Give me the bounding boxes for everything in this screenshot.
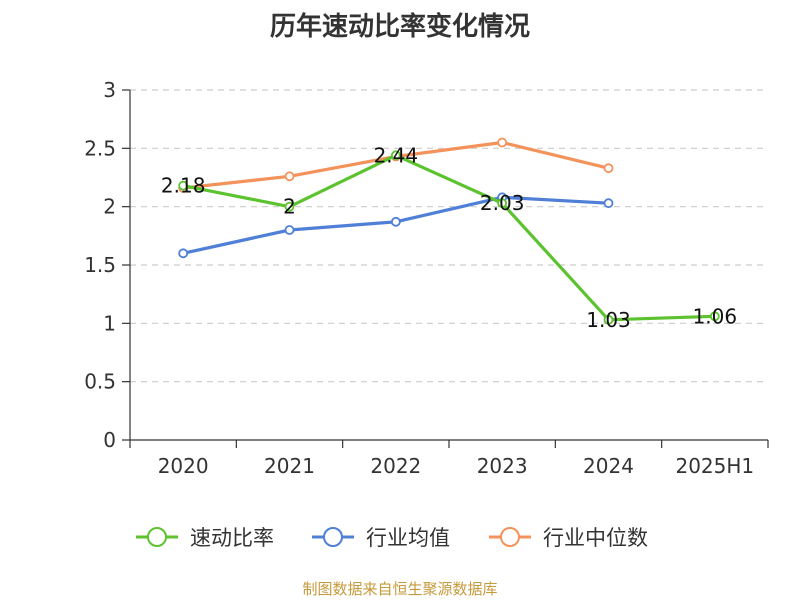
data-point: [709, 311, 720, 322]
data-point: [284, 225, 295, 235]
data-label: 1.03: [586, 308, 631, 332]
legend-marker: [323, 527, 343, 547]
legend-item[interactable]: 行业中位数: [489, 526, 648, 550]
y-tick-label: 0.5: [84, 370, 116, 394]
data-point: [603, 163, 614, 174]
axes: 0 0.5 1 1.5 2 2.5 3 2020 2021 2022 2023 2024 2025H1: [84, 78, 769, 478]
y-tick-label: 1: [103, 311, 116, 335]
data-point: [284, 201, 295, 212]
y-tick-label: 2.5: [84, 136, 116, 160]
data-point: [497, 198, 508, 209]
series-line-0: [182, 153, 715, 322]
x-tick-label: 2022: [370, 454, 421, 478]
legend-item[interactable]: 速动比率: [136, 526, 274, 550]
y-tick-label: 0: [103, 428, 116, 452]
x-tick-label: 2020: [158, 454, 209, 478]
data-label: 1.06: [693, 304, 738, 328]
grid-lines: [130, 89, 768, 383]
data-point: [390, 216, 401, 227]
x-tick-label: 2024: [583, 454, 634, 478]
x-tick-label: 2021: [264, 454, 315, 478]
legend-item[interactable]: 行业均值: [312, 526, 450, 550]
y-tick-label: 2: [103, 195, 116, 219]
data-point: [178, 180, 189, 191]
legend[interactable]: 速动比率 行业均值 行业中位数: [136, 526, 648, 550]
data-label: 2: [283, 195, 296, 219]
data-point: [497, 137, 508, 148]
source-note: 制图数据来自恒生聚源数据库: [302, 580, 498, 598]
x-tick-label: 2023: [477, 454, 528, 478]
data-label: 2.44: [374, 143, 419, 167]
legend-label: 行业均值: [366, 526, 450, 550]
legend-label: 速动比率: [190, 526, 274, 550]
data-point: [390, 150, 401, 161]
x-tick-label: 2025H1: [675, 454, 754, 478]
data-point: [284, 171, 295, 182]
data-point: [603, 314, 614, 325]
y-tick-label: 3: [103, 78, 116, 102]
data-point: [603, 198, 614, 209]
chart-title: 历年速动比率变化情况: [269, 12, 530, 42]
data-labels: 2.18 2 2.44 2.03 1.03 1.06: [161, 143, 737, 332]
data-point: [178, 248, 189, 259]
legend-marker: [500, 527, 520, 547]
series-lines: [178, 137, 720, 325]
legend-marker: [147, 527, 167, 547]
data-label: 2.18: [161, 174, 206, 198]
y-tick-label: 1.5: [84, 253, 116, 277]
legend-label: 行业中位数: [543, 526, 648, 550]
data-label: 2.03: [480, 191, 525, 215]
